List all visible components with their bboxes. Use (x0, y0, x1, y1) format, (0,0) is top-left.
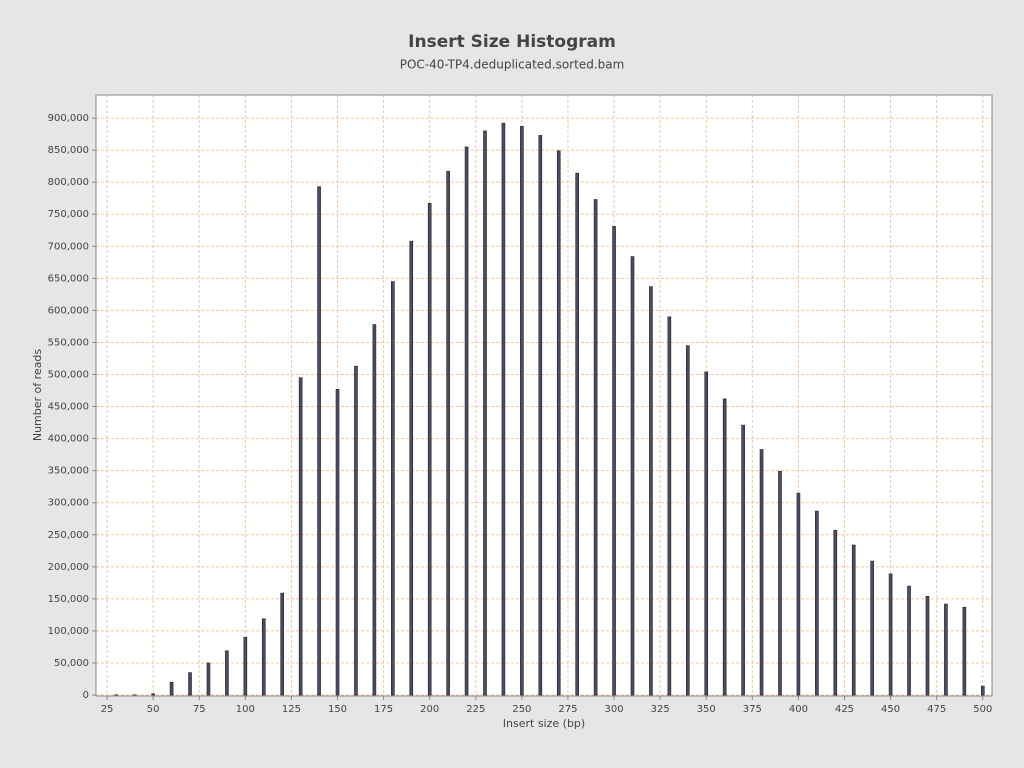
bar (280, 592, 285, 696)
y-tick-label: 50,000 (54, 658, 89, 669)
x-tick-label: 375 (743, 704, 762, 715)
bar (907, 585, 911, 696)
x-tick-label: 175 (374, 704, 393, 715)
bar (815, 510, 819, 696)
bar (151, 693, 155, 696)
bar (317, 186, 321, 696)
y-tick-label: 450,000 (48, 402, 89, 413)
x-tick-label: 325 (651, 704, 670, 715)
bar (851, 544, 856, 696)
x-tick-label: 75 (193, 704, 206, 715)
bar (391, 281, 395, 696)
bar (667, 316, 672, 696)
x-tick-label: 500 (973, 704, 992, 715)
x-tick-label: 250 (512, 704, 531, 715)
x-tick-label: 150 (328, 704, 347, 715)
bar (501, 122, 506, 696)
bar (188, 672, 192, 696)
x-tick-label: 200 (420, 704, 439, 715)
bar (962, 606, 967, 696)
bar (464, 146, 469, 696)
x-tick-label: 25 (101, 704, 114, 715)
bar (722, 398, 727, 696)
y-tick-label: 0 (83, 690, 89, 701)
y-tick-label: 400,000 (48, 434, 89, 445)
bar (833, 529, 838, 696)
bar (261, 618, 266, 696)
bar (427, 203, 432, 696)
y-tick-label: 200,000 (48, 562, 89, 573)
bar (243, 637, 248, 696)
bar (372, 324, 377, 696)
y-tick-label: 800,000 (48, 177, 89, 188)
bar (741, 424, 745, 696)
y-tick-label: 550,000 (48, 337, 89, 348)
x-tick-label: 425 (835, 704, 854, 715)
y-tick-label: 300,000 (48, 498, 89, 509)
x-tick-label: 225 (466, 704, 485, 715)
y-tick-label: 150,000 (48, 594, 89, 605)
y-tick-label: 750,000 (48, 209, 89, 220)
y-tick-label: 850,000 (48, 145, 89, 156)
y-tick-label: 350,000 (48, 466, 89, 477)
y-tick-label: 250,000 (48, 530, 89, 541)
bar (354, 365, 358, 696)
bar (759, 449, 764, 696)
bar (778, 471, 782, 696)
bar (335, 388, 340, 696)
y-tick-label: 100,000 (48, 626, 89, 637)
x-tick-label: 350 (697, 704, 716, 715)
bar (520, 126, 524, 696)
bar (206, 662, 211, 696)
y-axis-label: Number of reads (31, 349, 44, 442)
bar (870, 560, 874, 696)
y-tick-label: 600,000 (48, 305, 89, 316)
y-tick-label: 900,000 (48, 113, 89, 124)
bar (925, 596, 930, 696)
bar (944, 603, 948, 696)
x-tick-label: 125 (282, 704, 301, 715)
chart-subtitle: POC-40-TP4.deduplicated.sorted.bam (400, 58, 625, 72)
plot-border (95, 94, 993, 697)
bar (649, 286, 653, 696)
x-axis-label: Insert size (bp) (503, 717, 585, 730)
x-tick-label: 475 (927, 704, 946, 715)
bar (169, 681, 174, 696)
bar (298, 377, 303, 696)
y-tick-label: 650,000 (48, 273, 89, 284)
chart-title: Insert Size Histogram (408, 32, 616, 52)
bar (612, 226, 616, 696)
bar (483, 130, 487, 696)
x-tick-label: 450 (881, 704, 900, 715)
x-tick-label: 300 (605, 704, 624, 715)
x-tick-label: 400 (789, 704, 808, 715)
bar (888, 573, 893, 696)
bar (409, 240, 414, 696)
bar (796, 492, 801, 696)
bar (630, 256, 635, 696)
x-tick-label: 275 (558, 704, 577, 715)
y-tick-label: 700,000 (48, 241, 89, 252)
bar (686, 345, 690, 696)
bar (446, 170, 450, 696)
bar (980, 685, 985, 696)
y-tick-label: 500,000 (48, 370, 89, 381)
bar (704, 371, 709, 696)
plot-area (96, 95, 992, 696)
bar (225, 650, 229, 696)
x-tick-label: 50 (147, 704, 160, 715)
bar (575, 172, 579, 696)
bar (556, 150, 561, 696)
x-tick-label: 100 (236, 704, 255, 715)
bar (538, 135, 543, 696)
bar (593, 199, 598, 696)
